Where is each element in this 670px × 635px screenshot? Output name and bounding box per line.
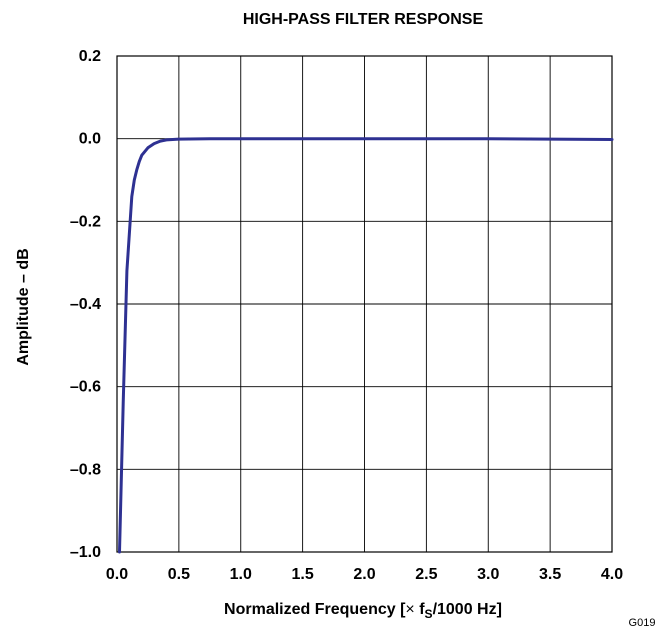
chart-title: HIGH-PASS FILTER RESPONSE xyxy=(243,11,484,28)
y-tick-label: –0.6 xyxy=(70,379,101,396)
grid-lines xyxy=(116,55,613,553)
x-axis-label-sub: S xyxy=(425,607,433,621)
y-tick-label: 0.2 xyxy=(79,48,101,65)
y-tick-label: –0.2 xyxy=(70,213,101,230)
x-axis-label: Normalized Frequency [× fS/1000 Hz] xyxy=(224,601,502,621)
y-tick-labels: 0.2 0.0 –0.2 –0.4 –0.6 –0.8 –1.0 xyxy=(70,48,101,561)
x-axis-label-prefix: Normalized Frequency [ xyxy=(224,601,406,618)
y-tick-label: –0.8 xyxy=(70,461,101,478)
x-tick-label: 4.0 xyxy=(601,566,623,583)
x-tick-labels: 0.0 0.5 1.0 1.5 2.0 2.5 3.0 3.5 4.0 xyxy=(106,566,623,583)
series-line xyxy=(118,137,614,554)
y-axis-label: Amplitude – dB xyxy=(15,248,32,365)
plot-frame xyxy=(116,55,613,553)
figure-id: G019 xyxy=(629,617,656,629)
x-tick-label: 1.5 xyxy=(292,566,314,583)
x-tick-label: 3.0 xyxy=(477,566,499,583)
x-tick-label: 1.0 xyxy=(230,566,252,583)
x-axis-label-suffix: /1000 Hz] xyxy=(433,601,502,618)
x-tick-label: 3.5 xyxy=(539,566,561,583)
y-tick-label: –0.4 xyxy=(70,296,101,313)
y-tick-label: 0.0 xyxy=(79,131,101,148)
x-tick-label: 0.5 xyxy=(168,566,190,583)
x-axis-label-f: f xyxy=(415,601,425,618)
x-tick-label: 0.0 xyxy=(106,566,128,583)
x-axis-label-times: × xyxy=(405,601,414,618)
y-tick-label: –1.0 xyxy=(70,544,101,561)
x-tick-label: 2.5 xyxy=(415,566,437,583)
x-tick-label: 2.0 xyxy=(353,566,375,583)
